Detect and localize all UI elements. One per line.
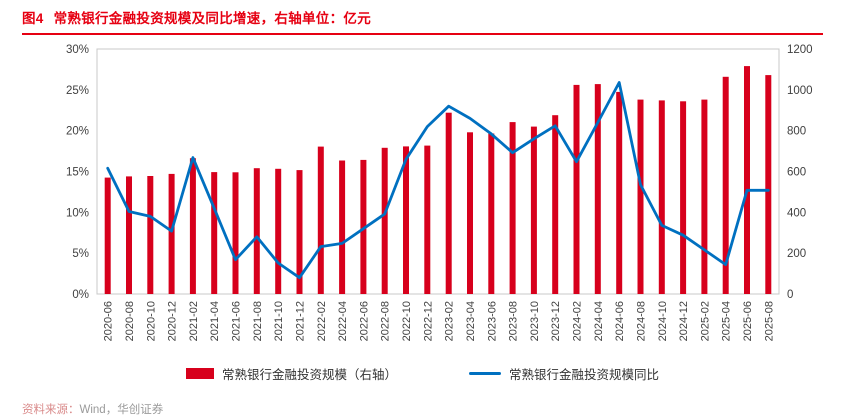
- bar-2023-08: [509, 122, 516, 294]
- left-axis-tick-label: 25%: [66, 85, 89, 97]
- right-axis-tick-label: 1200: [787, 44, 813, 56]
- x-axis-label: 2022-12: [422, 301, 434, 341]
- chart-area: 0% 5% 10% 15% 20% 25% 30% 0 200 400 600 800 1000 1200…: [0, 39, 845, 362]
- left-axis-tick-label: 0%: [72, 289, 89, 301]
- bar-2025-02: [701, 99, 708, 294]
- right-axis-tick-label: 400: [787, 207, 806, 219]
- bar-2022-08: [381, 147, 388, 294]
- bar-2021-08: [253, 168, 260, 294]
- bar-2022-10: [403, 146, 409, 294]
- x-axis-label: 2022-04: [337, 301, 349, 341]
- bar-2021-10: [275, 168, 282, 294]
- x-axis-label: 2023-12: [550, 301, 562, 341]
- bar-2023-04: [467, 132, 473, 294]
- bar-2024-10: [658, 100, 665, 295]
- bar-2021-04: [211, 172, 218, 294]
- bar-2023-12: [552, 115, 559, 294]
- left-axis-tick-label: 20%: [66, 126, 89, 138]
- bar-2025-04: [722, 76, 729, 294]
- x-axis-label: 2023-10: [529, 301, 541, 341]
- right-axis-tick-label: 0: [787, 289, 793, 301]
- bar-2025-08: [765, 75, 772, 294]
- chart-legend: 常熟银行金融投资规模（右轴） 常熟银行金融投资规模同比: [0, 364, 845, 383]
- bar-2020-08: [126, 176, 132, 294]
- right-axis-tick-label: 1000: [787, 85, 813, 97]
- plot-border: [96, 48, 780, 295]
- yoy-line: [106, 81, 770, 280]
- x-axis-label: 2023-02: [444, 301, 456, 341]
- x-axis-label: 2021-04: [209, 301, 221, 341]
- left-axis-tick-label: 5%: [72, 248, 89, 260]
- x-axis-label: 2024-02: [572, 301, 584, 341]
- source-note-label: 资料来源：: [22, 404, 80, 416]
- x-axis-label: 2023-08: [508, 301, 520, 341]
- x-axis-label: 2024-06: [614, 301, 626, 341]
- line-series-label: 常熟银行金融投资规模同比: [509, 368, 660, 382]
- x-axis-label: 2022-02: [316, 301, 328, 341]
- x-axis-label: 2023-04: [465, 301, 477, 341]
- x-axis-label: 2025-08: [763, 301, 775, 341]
- bar-series-label: 常熟银行金融投资规模（右轴）: [221, 368, 397, 382]
- bar-2021-06: [232, 172, 239, 294]
- bar-2024-12: [680, 101, 687, 294]
- figure-header: 图4 常熟银行金融投资规模及同比增速，右轴单位：亿元: [0, 0, 845, 35]
- legend-item-bar: 常熟银行金融投资规模（右轴）: [185, 364, 397, 383]
- x-axis-label: 2024-10: [657, 301, 669, 341]
- bar-2024-04: [594, 84, 601, 294]
- left-axis-tick-label: 10%: [66, 207, 89, 219]
- bar-2022-06: [360, 159, 367, 294]
- left-axis-tick-label: 15%: [66, 167, 89, 179]
- x-axis-label: 2022-06: [358, 301, 370, 341]
- source-note-text: Wind，华创证券: [79, 404, 164, 416]
- right-axis-tick-label: 600: [787, 167, 806, 179]
- x-axis-label: 2024-08: [636, 301, 648, 341]
- bar-2024-06: [616, 91, 623, 295]
- x-axis-label: 2021-10: [273, 301, 285, 341]
- x-axis-label: 2020-12: [167, 301, 179, 341]
- right-axis-tick-label: 800: [787, 126, 806, 138]
- bar-2023-10: [530, 126, 537, 294]
- bar-series-swatch-icon: [185, 368, 214, 379]
- x-axis-label: 2020-08: [124, 301, 136, 341]
- line-series-swatch-icon: [469, 371, 501, 376]
- x-axis-label: 2020-06: [103, 301, 115, 341]
- figure-title-text: 常熟银行金融投资规模及同比增速，右轴单位：亿元: [53, 11, 372, 26]
- bar-2024-08: [637, 99, 644, 294]
- x-axis-label: 2021-08: [252, 301, 264, 341]
- left-axis-tick-label: 30%: [66, 44, 89, 56]
- x-axis-label: 2021-06: [231, 301, 243, 341]
- bar-2025-06: [744, 66, 750, 294]
- bar-2023-06: [488, 133, 495, 294]
- source-note: 资料来源：Wind，华创证券: [22, 401, 163, 417]
- bar-2020-12: [168, 173, 175, 294]
- x-axis-label: 2025-06: [742, 301, 754, 341]
- bar-2021-02: [189, 158, 196, 294]
- x-axis-label: 2023-06: [486, 301, 498, 341]
- bar-2022-12: [424, 145, 431, 294]
- x-axis-label: 2022-10: [401, 301, 413, 341]
- combo-chart: 0% 5% 10% 15% 20% 25% 30% 0 200 400 600 800 1000 1200…: [66, 44, 813, 341]
- bar-2022-04: [339, 160, 346, 294]
- legend-item-line: 常熟银行金融投资规模同比: [469, 364, 659, 383]
- bar-2020-10: [147, 176, 154, 294]
- x-axis-label: 2020-10: [145, 301, 157, 341]
- bar-2021-12: [296, 170, 303, 294]
- x-axis-label: 2021-02: [188, 301, 200, 341]
- x-axis-label: 2024-04: [593, 301, 605, 341]
- figure-number: 图4: [22, 11, 44, 26]
- right-axis-tick-label: 200: [787, 248, 806, 260]
- x-axis-label: 2025-04: [721, 301, 733, 341]
- x-axis-label: 2025-02: [699, 301, 711, 341]
- x-axis-label: 2022-08: [380, 301, 392, 341]
- x-axis-label: 2021-12: [295, 301, 307, 341]
- figure-title: 图4 常熟银行金融投资规模及同比增速，右轴单位：亿元: [22, 7, 823, 35]
- bar-2024-02: [573, 84, 580, 295]
- x-axis-label: 2024-12: [678, 301, 690, 341]
- bar-2023-02: [445, 112, 452, 294]
- bar-2022-02: [317, 146, 324, 294]
- bar-2020-06: [104, 177, 111, 294]
